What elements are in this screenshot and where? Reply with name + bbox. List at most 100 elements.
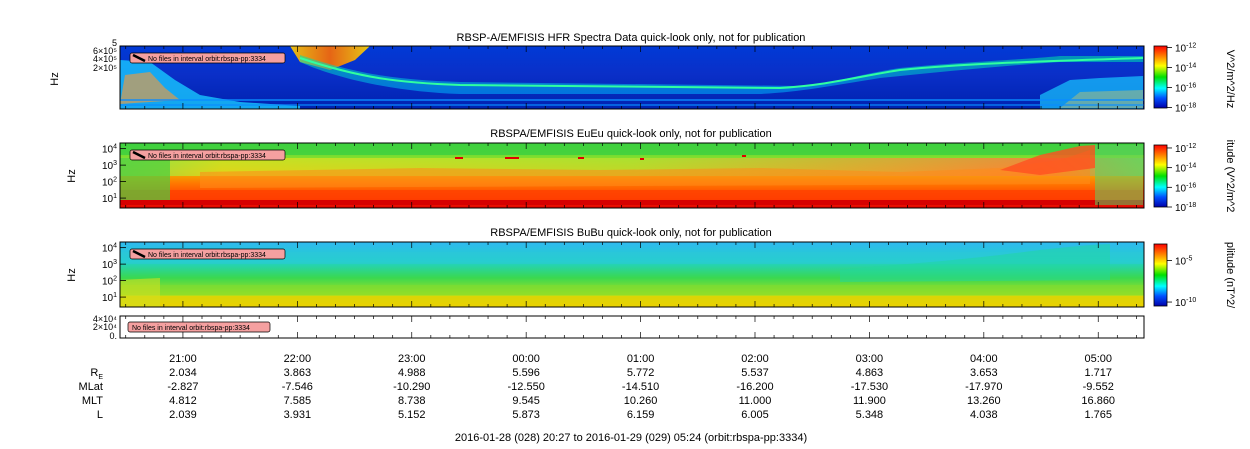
panel-hfr: RBSP-A/EMFISIS HFR Spectra Data quick-lo… (49, 32, 1236, 115)
y-tick-label: 104 (102, 144, 117, 156)
ephemeris-value: 5.873 (512, 409, 540, 421)
panel-bubu-title: RBSPA/EMFISIS BuBu quick-look only, not … (490, 227, 771, 239)
x-tick-label: 21:00 (169, 353, 197, 365)
ephemeris-value: 16.860 (1081, 395, 1115, 407)
ephemeris-value: 6.005 (741, 409, 769, 421)
ephemeris-value: -12.550 (508, 381, 545, 393)
panel-hfr-top-tick: 5 (112, 38, 117, 48)
x-axis-tick-labels: 21:00 22:00 23:00 00:00 01:00 02:00 03:00 04:00… (169, 353, 1112, 365)
y-tick-label: 101 (102, 292, 117, 304)
ephemeris-row-label: RE (90, 367, 103, 381)
ephemeris-value: 5.537 (741, 367, 769, 379)
ephemeris-value: -16.200 (736, 381, 773, 393)
ephemeris-value: 4.988 (398, 367, 426, 379)
ephemeris-value: 4.863 (856, 367, 884, 379)
colorbar-tick-label: 10-5 (1175, 256, 1192, 268)
panel-hfr-colorbar-label: V^2/m^2/Hz (1224, 50, 1236, 109)
panel-bubu-notice-text: No files in interval orbit:rbspa-pp:3334 (148, 252, 266, 259)
panel-hfr-title: RBSP-A/EMFISIS HFR Spectra Data quick-lo… (457, 32, 806, 44)
panel-empty-notice-text: No files in interval orbit:rbspa-pp:3334 (132, 325, 250, 332)
ephemeris-value: -9.552 (1083, 381, 1114, 393)
ephemeris-value: -17.970 (965, 381, 1002, 393)
y-tick-label: 103 (102, 160, 117, 172)
x-tick-label: 05:00 (1084, 353, 1112, 365)
panel-eueu-colorbar-label: itude (V^2/m^2 (1224, 140, 1236, 213)
time-range-footer: 2016-01-28 (028) 20:27 to 2016-01-29 (02… (455, 432, 807, 444)
panel-bubu-ylabel: Hz (66, 268, 78, 281)
ephemeris-value: 3.863 (284, 367, 312, 379)
ephemeris-value: 11.000 (739, 395, 772, 407)
ephemeris-value: -2.827 (167, 381, 198, 393)
ephemeris-value: 5.596 (512, 367, 540, 379)
ephemeris-value: 5.348 (856, 409, 884, 421)
ephemeris-value: 1.765 (1084, 409, 1112, 421)
panel-eueu-spectrogram (120, 143, 1144, 208)
panel-empty-notice: No files in interval orbit:rbspa-pp:3334 (127, 321, 271, 333)
y-tick-label: 102 (102, 276, 117, 288)
ephemeris-value: 3.931 (284, 409, 312, 421)
colorbar-tick-label: 10-18 (1175, 202, 1196, 214)
colorbar-tick-label: 10-16 (1175, 83, 1196, 95)
colorbar-tick-label: 10-14 (1175, 163, 1196, 175)
ephemeris-value: 6.159 (627, 409, 655, 421)
x-tick-label: 01:00 (627, 353, 655, 365)
ephemeris-value: 5.772 (627, 367, 655, 379)
colorbar-tick-label: 10-16 (1175, 182, 1196, 194)
panel-empty: 4×10⁴ 2×10⁴ 0. No files in interval orbi… (93, 314, 1145, 341)
x-axis-ticks (125, 46, 1137, 338)
no-files-marker-icon (132, 249, 146, 259)
panel-empty-y-tick: 2×10⁴ (93, 322, 117, 332)
no-files-marker-icon (132, 150, 146, 160)
panel-eueu-y-axis: Hz 104 103 102 101 (66, 144, 126, 205)
panel-hfr-spectrogram (120, 46, 1144, 109)
ephemeris-table: RE 2.034 3.863 4.988 5.596 5.772 5.537 4.863 3.6… (79, 367, 1116, 421)
colorbar-tick-label: 10-10 (1175, 297, 1196, 309)
y-tick-label: 104 (102, 243, 117, 255)
ephemeris-row-label: L (97, 409, 103, 421)
no-files-marker-icon (132, 53, 146, 63)
ephemeris-value: -7.546 (282, 381, 313, 393)
ephemeris-value: 5.152 (398, 409, 426, 421)
y-tick-label: 101 (102, 193, 117, 205)
ephemeris-value: 11.900 (853, 395, 886, 407)
ephemeris-value: 4.038 (970, 409, 998, 421)
panel-bubu: RBSPA/EMFISIS BuBu quick-look only, not … (66, 227, 1236, 309)
panel-hfr-y-tick: 4×10⁵ (93, 54, 117, 64)
panel-eueu-ylabel: Hz (66, 169, 78, 182)
panel-bubu-notice: No files in interval orbit:rbspa-pp:3334 (129, 248, 286, 260)
panel-hfr-notice: No files in interval orbit:rbspa-pp:3334 (129, 52, 286, 64)
ephemeris-value: 3.653 (970, 367, 998, 379)
x-tick-label: 22:00 (284, 353, 312, 365)
panel-eueu-colorbar: 10-12 10-14 10-16 10-18 itude (V^2/m^2 (1153, 140, 1236, 214)
colorbar-tick-label: 10-12 (1175, 42, 1196, 54)
ephemeris-value: 8.738 (398, 395, 426, 407)
panel-bubu-y-axis: Hz 104 103 102 101 (66, 243, 126, 304)
panel-empty-y-tick: 0. (109, 331, 117, 341)
ephemeris-value: 2.039 (169, 409, 197, 421)
panel-hfr-y-tick: 2×10⁵ (93, 63, 117, 73)
ephemeris-value: 4.812 (169, 395, 197, 407)
ephemeris-value: -17.530 (851, 381, 888, 393)
panel-eueu-title: RBSPA/EMFISIS EuEu quick-look only, not … (490, 128, 771, 140)
ephemeris-value: -14.510 (622, 381, 659, 393)
ephemeris-row-label: MLT (82, 395, 103, 407)
ephemeris-value: -10.290 (393, 381, 430, 393)
x-tick-label: 00:00 (512, 353, 540, 365)
colorbar-tick-label: 10-14 (1175, 63, 1196, 75)
x-tick-label: 02:00 (741, 353, 769, 365)
panel-hfr-notice-text: No files in interval orbit:rbspa-pp:3334 (148, 56, 266, 63)
panel-hfr-y-tick: 6×10⁵ (93, 46, 117, 56)
panel-hfr-ylabel: Hz (49, 72, 61, 85)
ephemeris-value: 13.260 (967, 395, 1001, 407)
colorbar-tick-label: 10-18 (1175, 103, 1196, 115)
panel-bubu-spectrogram (120, 242, 1144, 307)
ephemeris-value: 2.034 (169, 367, 197, 379)
ephemeris-row-label: MLat (79, 381, 103, 393)
panel-bubu-colorbar: 10-5 10-10 plitude (nT^2/ (1153, 242, 1236, 309)
ephemeris-value: 1.717 (1084, 367, 1112, 379)
x-tick-label: 03:00 (856, 353, 884, 365)
ephemeris-value: 9.545 (512, 395, 540, 407)
panel-hfr-colorbar: 10-12 10-14 10-16 10-18 V^2/m^2/Hz (1153, 42, 1236, 115)
x-tick-label: 23:00 (398, 353, 426, 365)
